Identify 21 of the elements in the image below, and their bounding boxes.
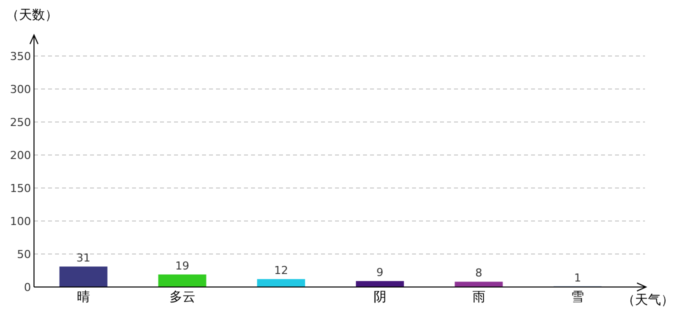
y-tick-label: 50 [17, 248, 31, 261]
y-tick-label: 100 [10, 215, 31, 228]
data-label: 8 [475, 266, 482, 280]
y-tick-label: 300 [10, 83, 31, 96]
y-tick-label: 200 [10, 149, 31, 162]
y-tick-label: 350 [10, 50, 31, 63]
x-tick-label: 阴 [373, 290, 386, 305]
x-tick-label: 雨 [472, 290, 486, 305]
data-label: 1 [574, 271, 582, 284]
x-tick-label: 多云 [169, 290, 196, 305]
x-tick-label: 雪 [571, 290, 584, 305]
data-label: 9 [376, 266, 384, 280]
data-label: 31 [76, 252, 90, 265]
y-tick-label: 150 [10, 182, 31, 195]
x-tick-label: 晴 [76, 290, 90, 305]
y-tick-label: 250 [10, 116, 31, 129]
data-label: 12 [274, 264, 288, 278]
y-axis-title: （天数） [6, 8, 58, 23]
data-label: 19 [175, 259, 190, 272]
y-tick-label: 0 [24, 281, 31, 294]
x-axis-title: （天气） [622, 293, 674, 308]
